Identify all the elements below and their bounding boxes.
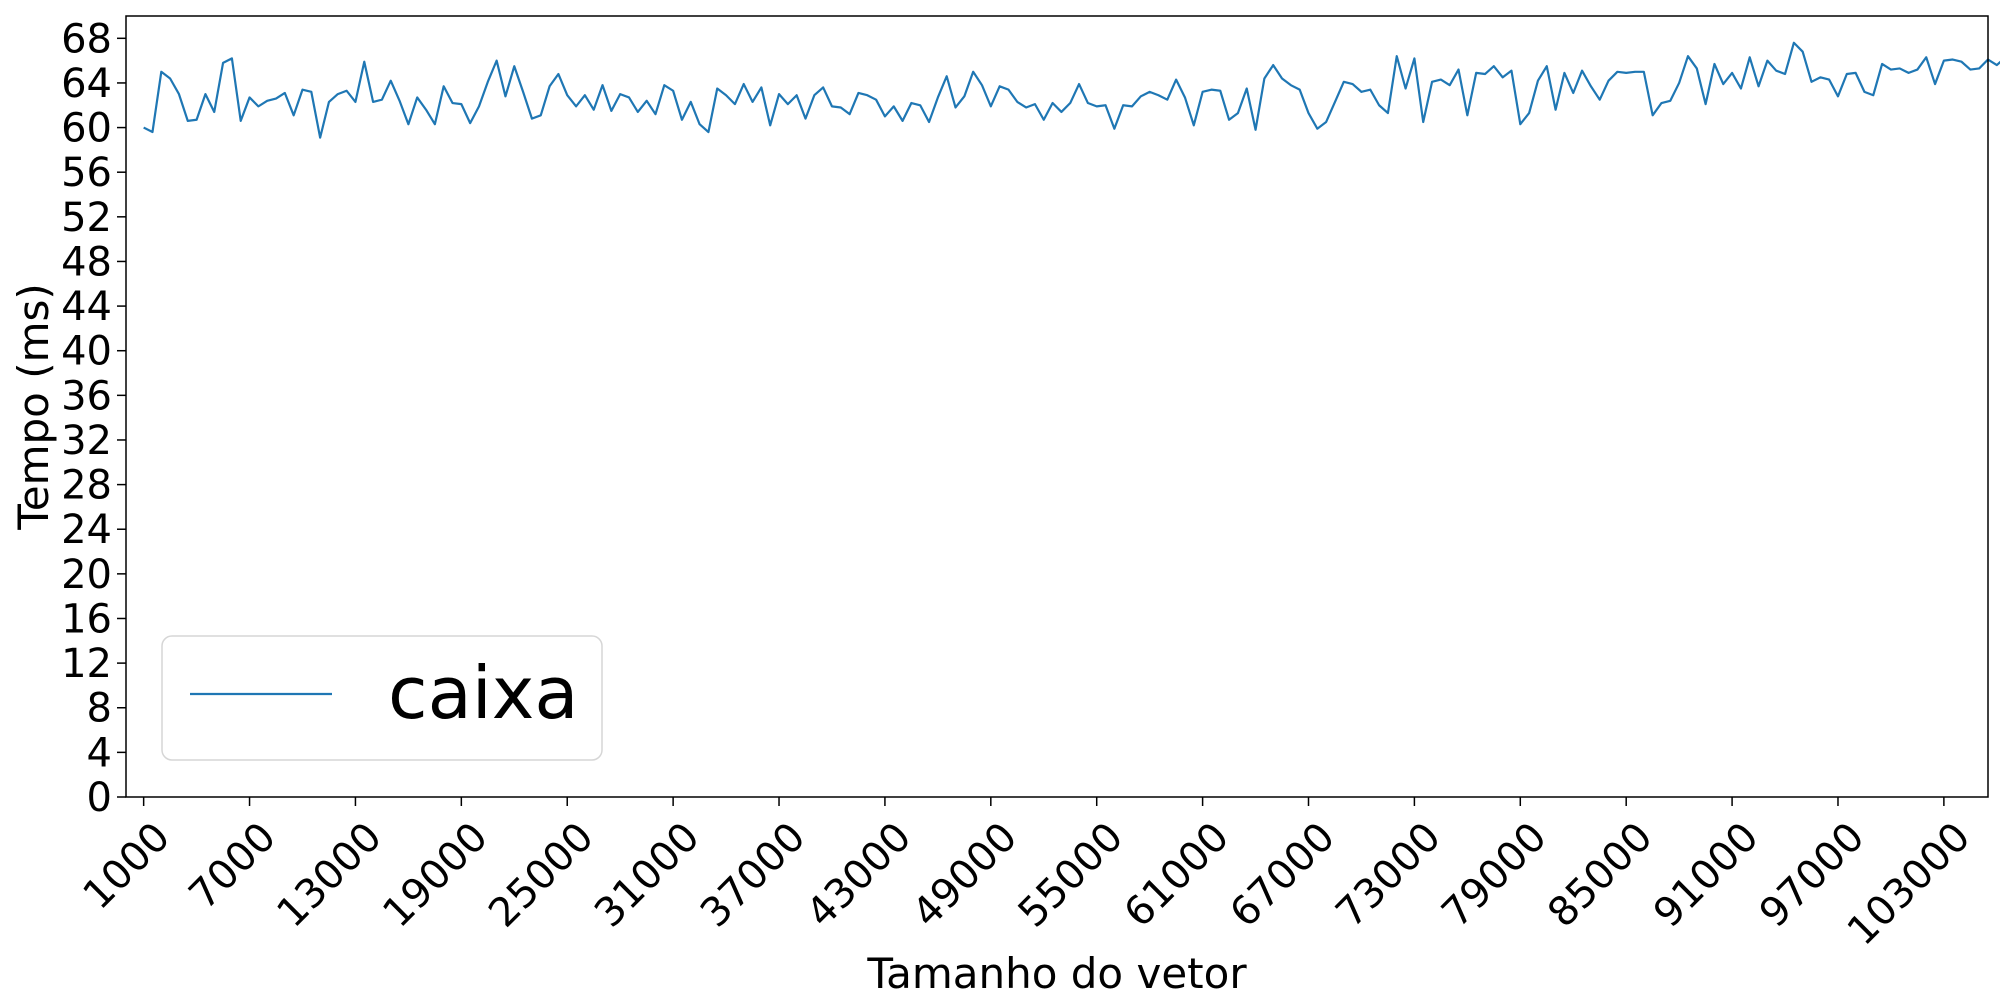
y-tick-label: 32 bbox=[61, 418, 112, 464]
y-tick-label: 20 bbox=[61, 552, 112, 598]
legend-label-caixa: caixa bbox=[388, 651, 578, 735]
x-tick-label: 67000 bbox=[1221, 814, 1344, 937]
y-tick-label: 4 bbox=[87, 730, 112, 776]
plot-frame bbox=[125, 15, 1989, 798]
x-tick-label: 61000 bbox=[1116, 814, 1239, 937]
x-tick-label: 19000 bbox=[374, 814, 497, 937]
y-tick-label: 56 bbox=[61, 150, 112, 196]
x-tick-label: 73000 bbox=[1327, 814, 1450, 937]
legend-box bbox=[161, 635, 603, 761]
x-tick-label: 43000 bbox=[798, 814, 921, 937]
y-axis-label: Tempo (ms) bbox=[9, 283, 58, 531]
series-line-caixa bbox=[143, 41, 2000, 139]
x-tick-label: 31000 bbox=[586, 814, 709, 937]
x-axis-label: Tamanho do vetor bbox=[866, 949, 1247, 998]
y-tick-label: 48 bbox=[61, 239, 112, 285]
y-tick-label: 28 bbox=[61, 463, 112, 509]
y-tick-label: 68 bbox=[61, 16, 112, 62]
x-tick-label: 25000 bbox=[480, 814, 603, 937]
x-tick-label: 49000 bbox=[904, 814, 1027, 937]
x-tick-label: 1000 bbox=[75, 814, 180, 919]
y-tick-label: 24 bbox=[61, 507, 112, 553]
y-tick-label: 40 bbox=[61, 329, 112, 375]
x-tick-label: 79000 bbox=[1433, 814, 1556, 937]
y-tick-label: 52 bbox=[61, 195, 112, 241]
y-tick-label: 16 bbox=[61, 596, 112, 642]
x-tick-label: 85000 bbox=[1539, 814, 1662, 937]
x-tick-label: 91000 bbox=[1645, 814, 1768, 937]
x-tick-label: 37000 bbox=[692, 814, 815, 937]
y-tick-label: 0 bbox=[87, 775, 112, 821]
x-axis-ticks: 1000 700013000190002500031000370004300049… bbox=[75, 797, 1979, 954]
y-tick-label: 60 bbox=[61, 106, 112, 152]
y-tick-label: 64 bbox=[61, 61, 112, 107]
y-tick-label: 12 bbox=[61, 641, 112, 687]
y-tick-label: 8 bbox=[87, 686, 112, 732]
legend: caixa bbox=[161, 635, 603, 761]
x-tick-label: 13000 bbox=[268, 814, 391, 937]
x-tick-label: 55000 bbox=[1010, 814, 1133, 937]
y-tick-label: 36 bbox=[61, 373, 112, 419]
y-tick-label: 44 bbox=[61, 284, 112, 330]
